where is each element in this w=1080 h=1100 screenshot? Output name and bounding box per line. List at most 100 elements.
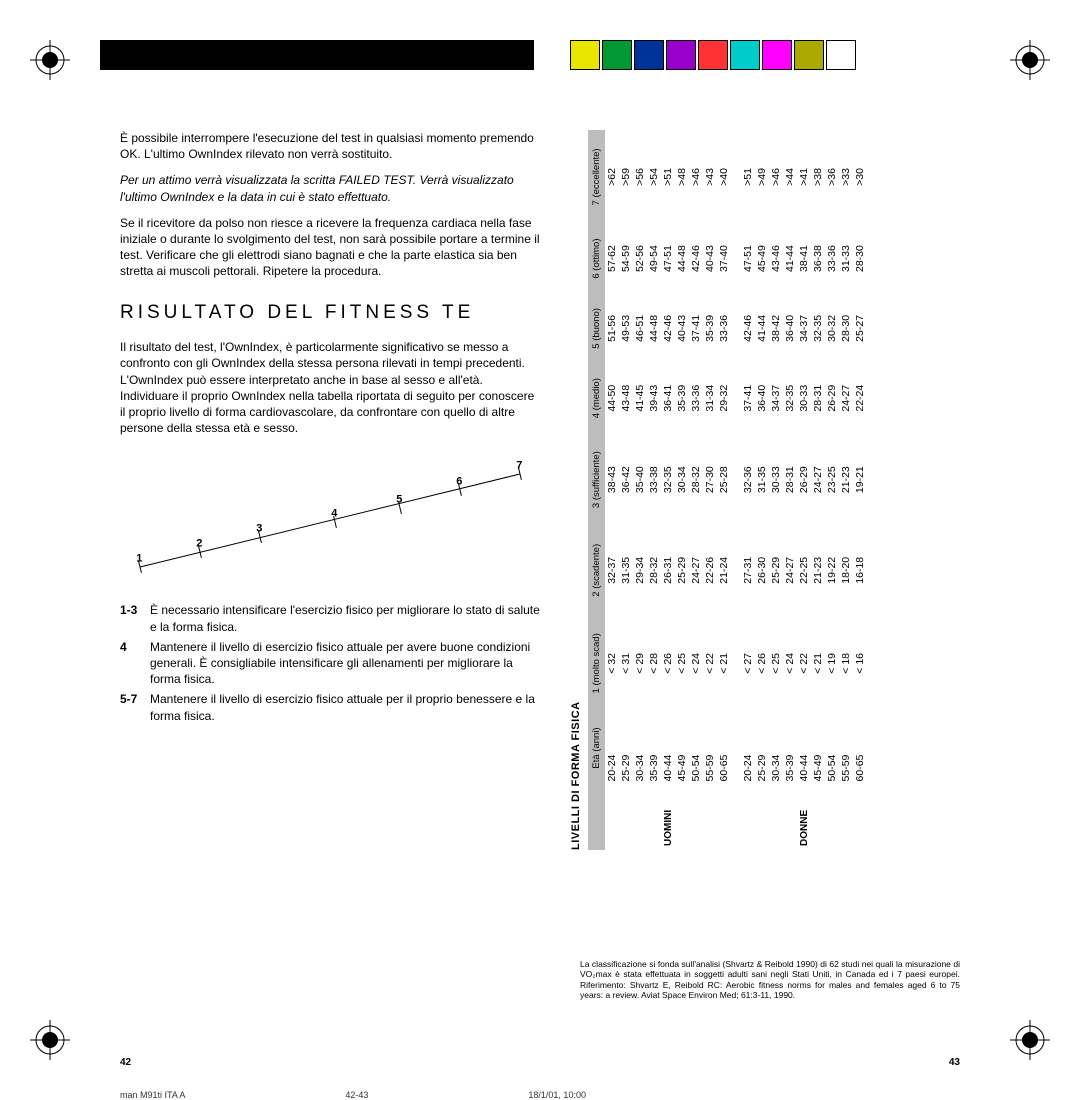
table-cell: 40-43 xyxy=(675,293,689,363)
color-swatch xyxy=(634,40,664,70)
result-paragraph: Il risultato del test, l'OwnIndex, è par… xyxy=(120,339,540,436)
page-number-right: 43 xyxy=(949,1057,960,1068)
table-cell: 44-48 xyxy=(675,224,689,293)
table-cell: 31-35 xyxy=(619,526,633,614)
table-cell: 38-41 xyxy=(797,224,811,293)
table-cell: 35-39 xyxy=(675,363,689,432)
table-group-label: DONNE xyxy=(741,783,867,850)
table-cell: >46 xyxy=(689,130,703,224)
table-header: 2 (scadente) xyxy=(588,526,605,614)
svg-text:5: 5 xyxy=(396,494,402,506)
table-cell: 52-56 xyxy=(633,224,647,293)
page-numbers: 42 43 xyxy=(120,1057,960,1068)
color-swatch xyxy=(730,40,760,70)
intro-italic-note: Per un attimo verrà visualizzata la scri… xyxy=(120,172,540,204)
table-cell: 35-39 xyxy=(647,713,661,784)
footer-filename: man M91ti ITA A xyxy=(120,1090,185,1100)
intro-paragraph-2: Se il ricevitore da polso non riesce a r… xyxy=(120,215,540,280)
footer-meta: man M91ti ITA A 42-43 18/1/01, 10:00 xyxy=(120,1090,960,1100)
table-cell: 26-30 xyxy=(755,526,769,614)
registration-mark-tl xyxy=(30,40,70,80)
table-cell: 16-18 xyxy=(853,526,867,614)
table-cell: 40-44 xyxy=(661,713,675,784)
table-cell: < 24 xyxy=(783,614,797,712)
table-cell: 28-30 xyxy=(839,293,853,363)
table-cell: 50-54 xyxy=(689,713,703,784)
table-cell: < 21 xyxy=(811,614,825,712)
table-cell: 49-53 xyxy=(619,293,633,363)
table-cell: < 26 xyxy=(755,614,769,712)
table-cell: 42-46 xyxy=(661,293,675,363)
table-cell: 21-23 xyxy=(839,433,853,527)
table-cell: >49 xyxy=(755,130,769,224)
color-swatch xyxy=(826,40,856,70)
color-swatch xyxy=(666,40,696,70)
table-cell: 54-59 xyxy=(619,224,633,293)
table-row: 30-34< 2525-2930-3334-3738-4243-46>46 xyxy=(769,130,783,850)
table-header: Età (anni) xyxy=(588,713,605,784)
table-footnote: La classificazione si fonda sull'analisi… xyxy=(580,959,960,1000)
table-cell: 41-45 xyxy=(633,363,647,432)
table-row: 45-49< 2525-2930-3435-3940-4344-48>48 xyxy=(675,130,689,850)
table-cell: >40 xyxy=(717,130,731,224)
table-cell: 25-29 xyxy=(619,713,633,784)
table-row: 35-39< 2424-2728-3132-3536-4041-44>44 xyxy=(783,130,797,850)
table-cell: < 21 xyxy=(717,614,731,712)
table-cell: < 24 xyxy=(689,614,703,712)
left-column: È possibile interrompere l'esecuzione de… xyxy=(120,130,540,1030)
table-cell: 29-32 xyxy=(717,363,731,432)
table-cell: 45-49 xyxy=(755,224,769,293)
svg-text:6: 6 xyxy=(456,476,462,488)
colorbar-right xyxy=(570,40,858,70)
table-cell: 43-48 xyxy=(619,363,633,432)
page-number-left: 42 xyxy=(120,1057,131,1068)
table-cell: 34-37 xyxy=(797,293,811,363)
table-cell: 42-46 xyxy=(689,224,703,293)
table-cell: 33-38 xyxy=(647,433,661,527)
table-cell: 25-29 xyxy=(675,526,689,614)
table-cell: 25-29 xyxy=(755,713,769,784)
table-cell: 31-33 xyxy=(839,224,853,293)
footer-date: 18/1/01, 10:00 xyxy=(528,1090,586,1100)
fitness-level-diagram: 1234567 xyxy=(120,452,540,586)
table-cell: >30 xyxy=(853,130,867,224)
table-cell: < 22 xyxy=(703,614,717,712)
table-cell: 24-27 xyxy=(811,433,825,527)
color-swatch xyxy=(762,40,792,70)
table-cell: 25-29 xyxy=(769,526,783,614)
table-cell: 47-51 xyxy=(661,224,675,293)
table-cell: 19-22 xyxy=(825,526,839,614)
table-cell: 20-24 xyxy=(605,713,619,784)
table-cell: 40-44 xyxy=(797,713,811,784)
table-cell: >38 xyxy=(811,130,825,224)
table-cell: 24-27 xyxy=(783,526,797,614)
blackbar-left xyxy=(100,40,534,70)
svg-text:1: 1 xyxy=(136,553,142,565)
table-cell: 36-42 xyxy=(619,433,633,527)
table-cell: 43-46 xyxy=(769,224,783,293)
table-cell: 35-39 xyxy=(783,713,797,784)
registration-mark-br xyxy=(1010,1020,1050,1060)
table-row: 55-59< 2222-2627-3031-3435-3940-43>43 xyxy=(703,130,717,850)
table-cell: 23-25 xyxy=(825,433,839,527)
table-cell: 21-24 xyxy=(717,526,731,614)
table-row: 35-39< 2828-3233-3839-4344-4849-54>54 xyxy=(647,130,661,850)
table-cell: >48 xyxy=(675,130,689,224)
table-cell: 44-50 xyxy=(605,363,619,432)
table-cell: 55-59 xyxy=(839,713,853,784)
table-cell: 31-34 xyxy=(703,363,717,432)
table-cell: 42-46 xyxy=(741,293,755,363)
table-cell: < 19 xyxy=(825,614,839,712)
svg-text:4: 4 xyxy=(331,508,338,520)
table-cell: 18-20 xyxy=(839,526,853,614)
table-cell: 28-30 xyxy=(853,224,867,293)
color-swatch xyxy=(602,40,632,70)
section-heading: RISULTATO DEL FITNESS TE xyxy=(120,300,540,326)
table-group-label: UOMINI xyxy=(605,783,731,850)
table-header: 6 (ottimo) xyxy=(588,224,605,293)
intro-paragraph-1: È possibile interrompere l'esecuzione de… xyxy=(120,130,540,162)
definition-key: 4 xyxy=(120,639,150,688)
table-cell: 36-40 xyxy=(755,363,769,432)
table-cell: >51 xyxy=(741,130,755,224)
definition-key: 1-3 xyxy=(120,602,150,634)
